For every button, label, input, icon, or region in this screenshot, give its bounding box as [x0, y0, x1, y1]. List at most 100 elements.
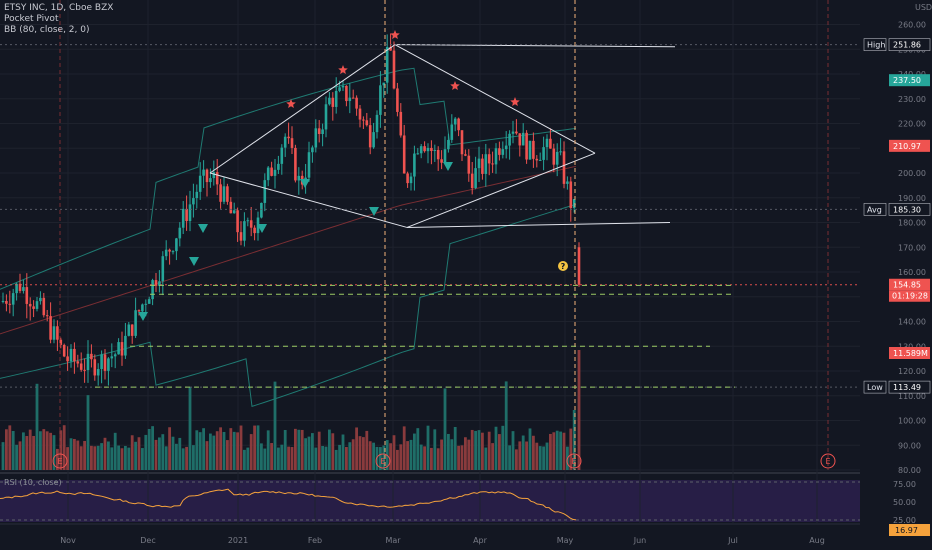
candle-body — [164, 249, 168, 257]
volume-bar — [96, 445, 100, 470]
candle-body — [222, 186, 226, 202]
volume-bar — [90, 445, 93, 470]
candle-body — [511, 131, 515, 134]
volume-bar — [270, 443, 273, 470]
volume-bar — [358, 436, 362, 470]
candle-body — [406, 173, 409, 184]
candle-body — [212, 172, 216, 179]
volume-bar — [430, 447, 433, 470]
candle-body — [25, 287, 29, 304]
volume-bar — [538, 446, 542, 470]
star-icon — [390, 30, 400, 39]
candle-body — [481, 158, 484, 174]
candle-body — [528, 140, 532, 160]
time-tick-label: Jun — [633, 536, 647, 545]
star-icon — [338, 65, 348, 74]
symbol-title[interactable]: ETSY INC, 1D, Cboe BZX — [4, 3, 114, 13]
candle-body — [345, 85, 348, 102]
candle-body — [423, 146, 426, 152]
candle-body — [328, 97, 331, 105]
volume-bar — [110, 447, 114, 470]
candle-body — [66, 356, 69, 362]
candle-body — [440, 159, 443, 163]
volume-bar — [447, 433, 450, 470]
volume-bar — [32, 435, 35, 470]
volume-bar — [515, 449, 518, 470]
candle-body — [260, 202, 263, 218]
volume-bar — [487, 431, 491, 470]
volume-bar — [130, 435, 134, 470]
time-tick-label: Dec — [140, 536, 155, 545]
candle-body — [161, 256, 165, 282]
candle-body — [443, 149, 447, 163]
candle-body — [130, 324, 134, 336]
candle-body — [73, 348, 76, 362]
triangle-down-icon — [369, 207, 379, 216]
volume-bar — [559, 431, 562, 470]
axis-tick-label: 120.00 — [898, 367, 926, 376]
candle-body — [226, 186, 229, 202]
time-tick-label: Apr — [473, 536, 488, 545]
price-tag-value: 251.86 — [893, 41, 921, 50]
axis-tick-label: 130.00 — [898, 342, 926, 351]
candle-body — [389, 47, 392, 51]
volume-bar — [236, 432, 239, 470]
candle-body — [501, 149, 505, 155]
volume-bar — [569, 428, 573, 470]
candle-body — [22, 287, 25, 291]
candle-body — [577, 247, 581, 285]
candle-body — [56, 326, 59, 340]
price-tag-value: 210.97 — [893, 142, 921, 151]
volume-bar — [413, 433, 416, 470]
candle-body — [124, 335, 127, 356]
volume-bar — [73, 438, 76, 470]
candle-body — [137, 310, 141, 312]
countdown-value: 01:19:28 — [892, 292, 928, 301]
candle-body — [470, 173, 474, 189]
rsi-title[interactable]: RSI (10, close) — [4, 478, 62, 487]
indicator-pocket-pivot[interactable]: Pocket Pivot — [4, 14, 59, 24]
candle-body — [158, 281, 161, 286]
volume-bar — [83, 440, 86, 470]
candle-body — [467, 155, 471, 174]
triangle-down-icon — [138, 312, 148, 321]
axis-tick-label: 190.00 — [898, 194, 926, 203]
candle-body — [154, 280, 158, 286]
candle-body — [280, 147, 284, 164]
indicator-bollinger[interactable]: BB (80, close, 2, 0) — [4, 25, 90, 35]
candle-body — [396, 88, 399, 112]
candle-body — [202, 169, 205, 176]
volume-bar — [215, 431, 219, 470]
volume-bar — [549, 433, 552, 470]
axis-tick-label: 140.00 — [898, 318, 926, 327]
volume-bar — [28, 429, 32, 470]
time-tick-label: Nov — [60, 536, 76, 545]
volume-bar — [498, 434, 501, 470]
volume-bar — [368, 441, 372, 470]
axis-tick-label: 260.00 — [898, 21, 926, 30]
volume-bar — [382, 445, 386, 470]
candle-body — [185, 208, 188, 222]
volume-bar — [453, 426, 457, 470]
candle-body — [1, 300, 5, 302]
low-trendline — [406, 222, 671, 228]
earnings-event-label: E — [380, 457, 385, 466]
candle-body — [464, 154, 467, 156]
volume-bar — [178, 437, 182, 470]
volume-bar — [351, 439, 355, 470]
rsi-pane — [0, 481, 860, 521]
volume-bar — [134, 441, 137, 470]
candle-body — [181, 208, 185, 228]
candle-body — [562, 151, 566, 184]
price-tag-bg — [889, 139, 930, 152]
triangle-down-icon — [198, 224, 208, 233]
candle-body — [474, 168, 477, 189]
candle-body — [436, 149, 440, 160]
volume-bar — [409, 439, 413, 470]
candle-body — [49, 316, 52, 340]
time-tick-label: Mar — [385, 536, 401, 545]
candle-body — [297, 175, 301, 181]
volume-bar — [341, 434, 345, 470]
price-tag-value: 237.50 — [893, 76, 921, 85]
